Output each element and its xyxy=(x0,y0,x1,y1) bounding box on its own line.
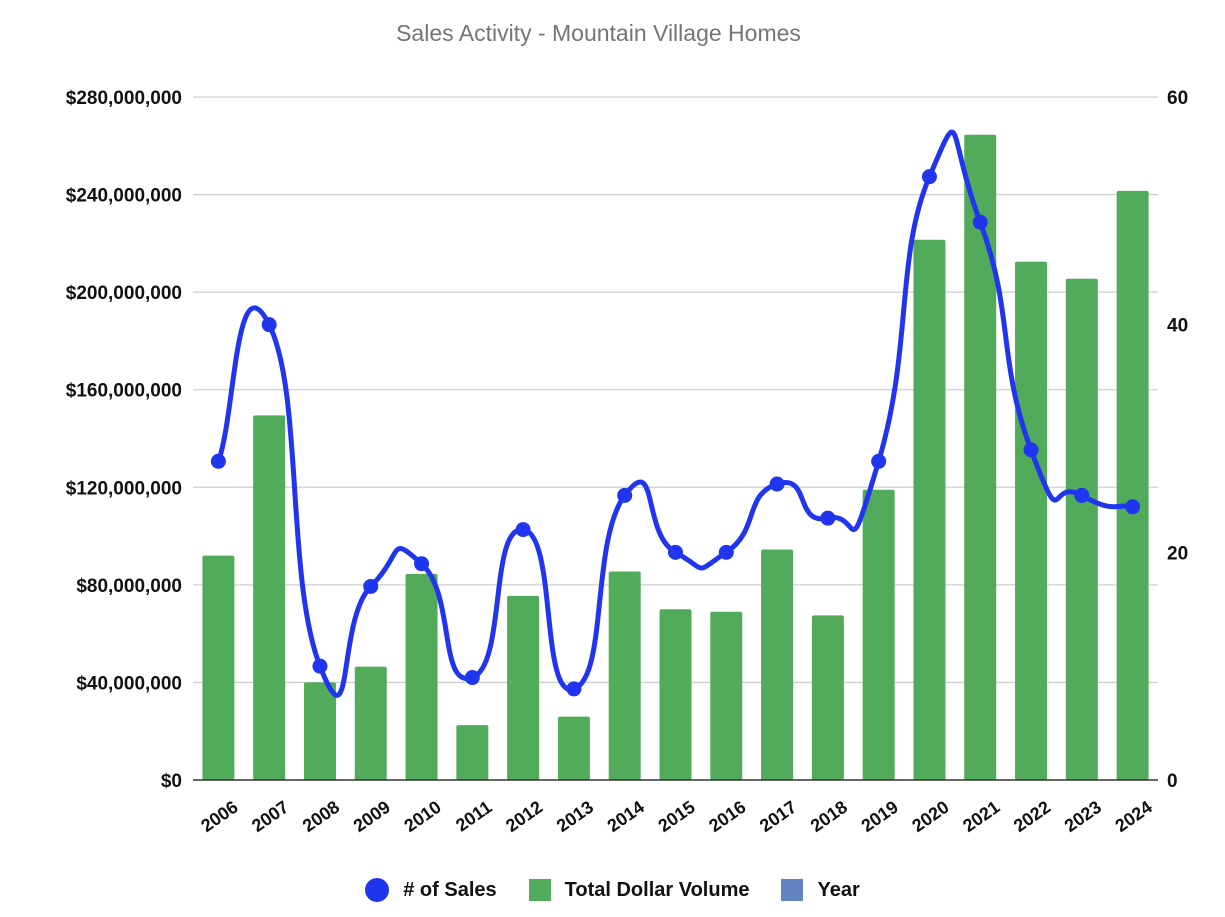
x-tick-label: 2006 xyxy=(197,797,241,836)
line-series xyxy=(210,129,1141,698)
left-tick-label: $0 xyxy=(161,771,182,792)
gridlines xyxy=(193,96,1158,684)
sales-count-point-2006 xyxy=(210,453,226,469)
x-axis-ticks: 2006 2007 2008 2009 2010 2011 2012 2013 2014 2015… xyxy=(197,797,1155,836)
x-tick-label: 2020 xyxy=(908,797,952,836)
bar-2012 xyxy=(507,595,540,780)
left-tick-label: $240,000,000 xyxy=(66,186,182,207)
bar-2016 xyxy=(710,611,743,780)
sales-count-point-2014 xyxy=(617,487,633,503)
x-tick-label: 2015 xyxy=(654,797,698,836)
bar-2007 xyxy=(253,415,286,780)
bar-2024 xyxy=(1116,190,1149,781)
left-tick-label: $120,000,000 xyxy=(66,478,182,499)
legend-item-dollar-volume[interactable]: Total Dollar Volume xyxy=(528,878,750,902)
sales-count-point-2017 xyxy=(769,476,785,492)
x-tick-label: 2016 xyxy=(705,797,749,836)
x-tick-label: 2018 xyxy=(807,797,851,836)
sales-count-point-2010 xyxy=(414,556,430,572)
sales-count-point-2019 xyxy=(871,453,887,469)
bar-2006 xyxy=(202,555,235,780)
right-tick-label: 60 xyxy=(1167,88,1188,109)
sales-count-point-2008 xyxy=(312,658,328,674)
x-tick-label: 2021 xyxy=(959,797,1003,836)
legend-swatch-sales-count xyxy=(365,878,390,902)
bar-2008 xyxy=(303,682,336,780)
bar-2018 xyxy=(811,615,844,780)
bar-2020 xyxy=(913,239,946,780)
bar-2015 xyxy=(659,609,692,780)
left-tick-label: $280,000,000 xyxy=(66,88,182,109)
x-tick-label: 2014 xyxy=(604,797,648,836)
sales-count-point-2013 xyxy=(566,681,582,697)
sales-count-point-2020 xyxy=(921,169,937,185)
right-axis-ticks: 0 20 40 60 xyxy=(1167,88,1188,792)
sales-count-point-2018 xyxy=(820,510,836,526)
sales-count-point-2009 xyxy=(363,578,379,594)
x-tick-label: 2013 xyxy=(553,797,597,836)
sales-count-point-2007 xyxy=(261,317,277,333)
right-tick-label: 0 xyxy=(1167,771,1178,792)
bar-2014 xyxy=(608,571,641,780)
bar-2017 xyxy=(761,549,794,780)
legend-label: Year xyxy=(817,878,860,901)
sales-count-point-2012 xyxy=(515,522,531,538)
x-tick-label: 2011 xyxy=(452,797,495,836)
x-tick-label: 2023 xyxy=(1061,797,1105,836)
left-tick-label: $80,000,000 xyxy=(76,576,182,597)
sales-count-point-2011 xyxy=(464,670,480,686)
sales-count-point-2022 xyxy=(1023,442,1039,458)
x-tick-label: 2022 xyxy=(1010,797,1054,836)
legend-label: Total Dollar Volume xyxy=(564,878,750,901)
right-tick-label: 20 xyxy=(1167,543,1188,564)
x-tick-label: 2012 xyxy=(502,797,546,836)
sales-count-point-2016 xyxy=(718,544,734,560)
sales-count-point-2024 xyxy=(1125,499,1141,515)
x-tick-label: 2009 xyxy=(350,797,394,836)
x-tick-label: 2007 xyxy=(248,797,292,836)
bar-2021 xyxy=(964,134,997,780)
legend-swatch-dollar-volume xyxy=(528,879,551,901)
legend-swatch-year xyxy=(781,879,804,901)
sales-count-point-2023 xyxy=(1074,487,1090,503)
right-tick-label: 40 xyxy=(1167,316,1188,337)
bar-2022 xyxy=(1015,261,1048,780)
legend-label: # of Sales xyxy=(403,878,497,901)
legend: # of Sales Total Dollar Volume Year xyxy=(0,873,1225,907)
chart-title: Sales Activity - Mountain Village Homes xyxy=(396,20,801,46)
bar-2023 xyxy=(1065,278,1098,780)
x-tick-label: 2017 xyxy=(756,797,800,836)
sales-count-point-2021 xyxy=(972,214,988,230)
x-tick-label: 2010 xyxy=(400,797,444,836)
bar-2019 xyxy=(862,489,895,780)
left-tick-label: $40,000,000 xyxy=(76,673,182,694)
bar-2009 xyxy=(354,666,387,780)
bar-2011 xyxy=(456,725,489,780)
legend-item-sales-count[interactable]: # of Sales xyxy=(365,878,497,902)
bar-2010 xyxy=(405,573,438,780)
left-axis-ticks: $0 $40,000,000 $80,000,000 $120,000,000 $160… xyxy=(66,88,182,792)
legend-item-year[interactable]: Year xyxy=(781,878,860,902)
sales-count-line xyxy=(215,129,1136,698)
left-tick-label: $160,000,000 xyxy=(66,381,182,402)
x-tick-label: 2008 xyxy=(299,797,343,836)
bar-2013 xyxy=(557,716,590,780)
x-tick-label: 2019 xyxy=(858,797,902,836)
left-tick-label: $200,000,000 xyxy=(66,283,182,304)
x-tick-label: 2024 xyxy=(1112,797,1156,836)
sales-count-point-2015 xyxy=(668,544,683,560)
bar-series xyxy=(202,134,1149,781)
